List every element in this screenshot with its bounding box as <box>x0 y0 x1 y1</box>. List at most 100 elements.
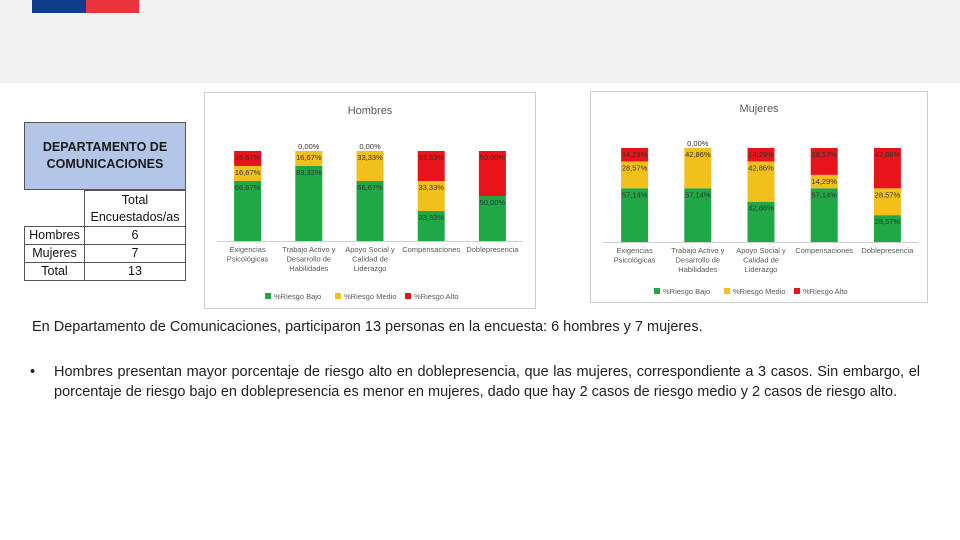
category-label: Apoyo Social y Calidad de Liderazgo <box>736 246 786 274</box>
data-label: 83,33% <box>296 168 322 177</box>
legend-swatch <box>654 288 660 294</box>
bar-segment <box>356 151 384 181</box>
list-item: • Hombres presentan mayor porcentaje de … <box>30 362 920 402</box>
data-label: 33,33% <box>418 153 444 162</box>
legend-label: %Riesgo Bajo <box>663 287 710 296</box>
chart-title: Mujeres <box>739 103 779 115</box>
category-label: Compensaciones <box>402 245 460 254</box>
data-label: 14,29% <box>748 150 774 159</box>
bar-segment <box>810 148 838 175</box>
data-label: 50,00% <box>480 153 506 162</box>
category-label: Compensaciones <box>795 246 853 255</box>
table-row: Mujeres 7 <box>24 244 186 263</box>
data-label: 57,14% <box>622 190 648 199</box>
data-label: 33,33% <box>418 213 444 222</box>
category-label: Doblepresencia <box>466 245 519 254</box>
data-label: 50,00% <box>480 198 506 207</box>
bar-segment <box>621 148 649 162</box>
chart-hombres: Hombres 66,67% 16,67% 16,67% Exigencias Psico… <box>204 92 536 309</box>
data-label: 16,67% <box>235 153 261 162</box>
table-row: Hombres 6 <box>24 226 186 245</box>
chart-hombres-svg: Hombres 66,67% 16,67% 16,67% Exigencias Psico… <box>217 105 523 301</box>
bar-segment <box>356 180 384 241</box>
bar-segment <box>478 151 506 196</box>
category-label: Exigencias Psicológicas <box>614 246 656 265</box>
bar-segment <box>478 196 506 241</box>
bar-segment <box>417 181 445 212</box>
summary-text: En Departamento de Comunicaciones, parti… <box>32 319 703 335</box>
table-row-label: Total <box>24 262 85 281</box>
bar-segment <box>295 151 323 167</box>
table-row-value: 13 <box>84 262 186 281</box>
legend-label: %Riesgo Bajo <box>274 292 321 301</box>
category-label: Apoyo Social y Calidad de Liderazgo <box>345 245 395 273</box>
legend-label: %Riesgo Alto <box>803 287 848 296</box>
data-label: 42,86% <box>685 150 711 159</box>
data-label: 42,86% <box>875 150 901 159</box>
chart-mujeres: Mujeres 57,14% 28,57% 14,29% Exigencias Psico… <box>590 91 928 303</box>
bar-segment <box>684 148 712 189</box>
legend-swatch <box>724 288 730 294</box>
header-band <box>0 0 960 83</box>
data-label: 28,57% <box>875 217 901 226</box>
category-label: Trabajo Activo y Desarrollo de Habilidades <box>282 245 335 273</box>
legend-swatch <box>335 293 341 299</box>
bar-segment <box>810 188 838 242</box>
data-label: 57,14% <box>685 190 711 199</box>
table-cell-blank <box>24 190 85 227</box>
department-table: DEPARTAMENTO DE COMUNICACIONES Total Enc… <box>24 122 186 281</box>
bar-segment <box>873 148 901 189</box>
legend-label: %Riesgo Medio <box>733 287 786 296</box>
category-label: Doblepresencia <box>861 246 914 255</box>
brand-bar-red <box>86 0 139 13</box>
bar-segment <box>295 166 323 241</box>
total-encuestados-header: Total Encuestados/as <box>84 190 186 227</box>
table-row-label: Hombres <box>24 226 85 245</box>
bar-segment <box>621 161 649 189</box>
bullet-icon: • <box>30 364 36 380</box>
data-label: 16,67% <box>235 168 261 177</box>
department-table-header: DEPARTAMENTO DE COMUNICACIONES <box>24 122 186 190</box>
data-label: 0,00% <box>687 139 709 148</box>
bullet-text: Hombres presentan mayor porcentaje de ri… <box>54 364 920 400</box>
data-label: 66,67% <box>235 183 261 192</box>
data-label: 16,67% <box>296 153 322 162</box>
bar-segment <box>417 151 445 182</box>
table-row: Total 13 <box>24 262 186 281</box>
data-label: 57,14% <box>811 190 837 199</box>
bar-segment <box>621 188 649 242</box>
bar-segment <box>810 174 838 189</box>
legend-swatch <box>265 293 271 299</box>
legend-label: %Riesgo Medio <box>344 292 397 301</box>
data-label: 28,57% <box>622 163 648 172</box>
data-label: 14,29% <box>811 177 837 186</box>
bar-segment <box>234 165 262 181</box>
data-label: 66,67% <box>357 183 383 192</box>
data-label: 14,29% <box>622 150 648 159</box>
data-label: 28,57% <box>875 190 901 199</box>
legend-swatch <box>794 288 800 294</box>
category-label: Trabajo Activo y Desarrollo de Habilidades <box>671 246 724 274</box>
bar-segment <box>417 211 445 241</box>
brand-bar-blue <box>32 0 86 13</box>
data-label: 42,86% <box>748 204 774 213</box>
chart-mujeres-svg: Mujeres 57,14% 28,57% 14,29% Exigencias Psico… <box>603 103 919 296</box>
table-row-value: 7 <box>84 244 186 263</box>
data-label: 0,00% <box>298 142 320 151</box>
table-row-value: 6 <box>84 226 186 245</box>
table-row-label: Mujeres <box>24 244 85 263</box>
bullet-list: • Hombres presentan mayor porcentaje de … <box>30 362 920 402</box>
category-label: Exigencias Psicológicas <box>227 245 269 264</box>
legend-swatch <box>405 293 411 299</box>
legend-label: %Riesgo Alto <box>414 292 459 301</box>
bar-segment <box>873 188 901 216</box>
data-label: 33,33% <box>357 153 383 162</box>
bar-segment <box>873 215 901 242</box>
data-label: 42,86% <box>748 163 774 172</box>
bar-segment <box>684 188 712 242</box>
bar-segment <box>234 180 262 241</box>
data-label: 28,57% <box>811 150 837 159</box>
bar-segment <box>234 150 262 166</box>
data-label: 0,00% <box>359 142 381 151</box>
bar-segment <box>747 161 775 202</box>
